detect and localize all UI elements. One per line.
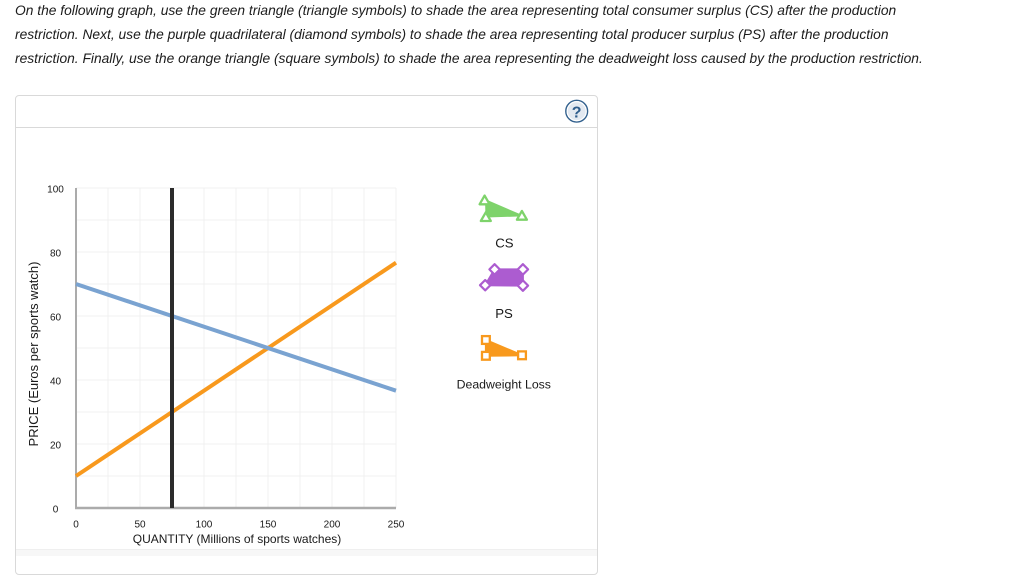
svg-text:CS: CS (495, 236, 514, 251)
svg-text:0: 0 (73, 520, 79, 531)
svg-text:0: 0 (53, 505, 59, 516)
svg-text:PS: PS (495, 306, 513, 321)
svg-text:250: 250 (388, 520, 405, 531)
svg-text:60: 60 (50, 313, 62, 324)
svg-text:200: 200 (324, 520, 341, 531)
svg-text:80: 80 (50, 249, 62, 260)
svg-text:100: 100 (196, 520, 213, 531)
svg-text:150: 150 (260, 520, 277, 531)
svg-text:40: 40 (50, 377, 62, 388)
svg-text:QUANTITY (Millions of sports w: QUANTITY (Millions of sports watches) (133, 532, 342, 546)
svg-text:100: 100 (47, 185, 64, 196)
svg-text:?: ? (572, 104, 582, 121)
svg-text:50: 50 (134, 520, 146, 531)
svg-text:20: 20 (50, 441, 62, 452)
svg-text:Deadweight Loss: Deadweight Loss (457, 378, 551, 392)
svg-text:PRICE (Euros per sports watch): PRICE (Euros per sports watch) (26, 262, 41, 447)
